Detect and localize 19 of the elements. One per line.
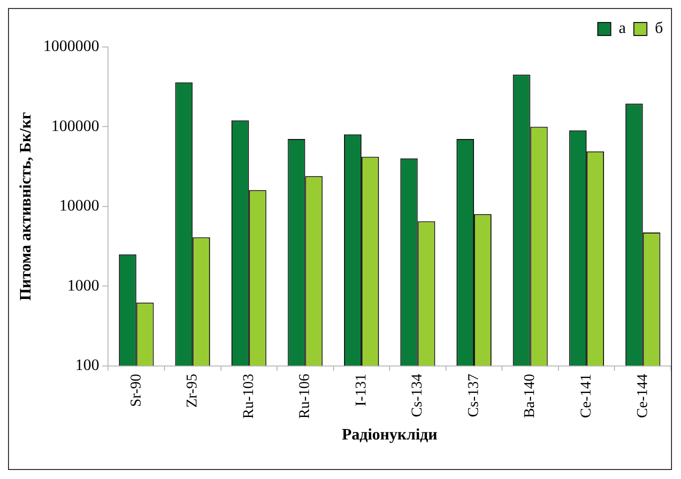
x-tick-label: Ce-144 [634,373,651,418]
legend-label: б [654,20,663,38]
y-tick-label: 1000000 [43,38,100,56]
x-tick-label: Cs-134 [410,373,426,418]
y-tick-label: 10000 [59,198,100,215]
x-tick-label: Ru-106 [297,373,314,419]
x-tick-label: Cs-137 [466,373,482,418]
y-tick-label: 1000 [67,277,100,294]
x-tick-label: Ce-141 [578,374,595,418]
y-tick-label: 100000 [51,118,100,135]
x-tick-label: Sr-90 [128,374,144,407]
x-axis-title: Радіонукліди [342,426,438,444]
legend-label: а [618,20,626,38]
x-tick-label: I-131 [353,374,370,406]
x-tick-label: Zr-95 [184,374,201,408]
y-tick-label: 100 [75,357,100,374]
y-axis-title: Питома активність, Бк/кг [18,112,35,301]
x-tick-label: Ba-140 [522,374,538,418]
x-tick-label: Ru-103 [240,374,257,419]
